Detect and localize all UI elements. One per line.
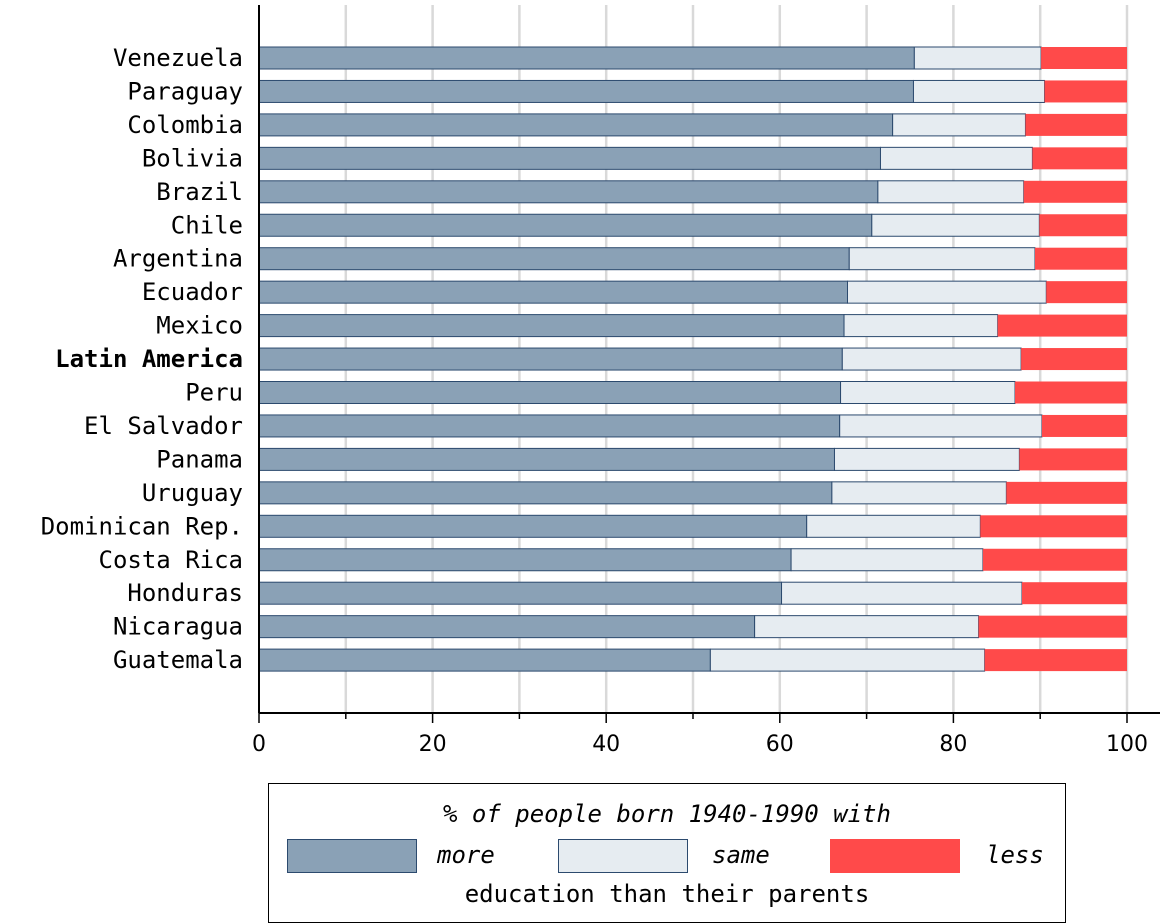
- bar-more-bolivia: [258, 146, 881, 170]
- bar-less-costa-rica: [982, 548, 1127, 571]
- bar-more-el-salvador: [258, 414, 841, 438]
- legend-title: % of people born 1940-1990 with: [443, 800, 891, 828]
- category-label: Ecuador: [142, 278, 243, 306]
- bar-more-venezuela: [258, 46, 915, 70]
- bar-more-mexico: [258, 314, 845, 338]
- legend: % of people born 1940-1990 with more sam…: [268, 783, 1066, 923]
- legend-label-more: more: [437, 841, 495, 869]
- x-tick-label: 100: [1106, 732, 1148, 757]
- bar-same-latin-america: [841, 347, 1022, 371]
- bar-less-latin-america: [1021, 348, 1127, 371]
- x-tick-label: 0: [252, 732, 266, 757]
- category-label: Dominican Rep.: [41, 512, 243, 540]
- bar-more-paraguay: [258, 79, 914, 103]
- bar-less-ecuador: [1046, 281, 1127, 304]
- category-labels: Venezuela Paraguay Colombia Bolivia Brazil Ch…: [41, 44, 243, 674]
- bar-less-mexico: [997, 314, 1127, 337]
- bar-same-peru: [840, 381, 1016, 404]
- bar-more-panama: [258, 447, 835, 471]
- legend-label-less: less: [986, 841, 1044, 869]
- bar-more-costa-rica: [258, 548, 792, 572]
- bar-same-nicaragua: [754, 615, 980, 639]
- bar-less-nicaragua: [978, 615, 1127, 638]
- x-tick-label: 40: [592, 732, 620, 757]
- legend-swatch-less: [830, 839, 960, 873]
- category-label: Guatemala: [113, 646, 243, 674]
- x-tick-label: 60: [766, 732, 794, 757]
- bar-same-guatemala: [709, 648, 986, 672]
- category-label: Paraguay: [127, 77, 243, 105]
- x-axis: 0 20 40 60 80 100: [252, 5, 1160, 757]
- bar-more-uruguay: [258, 481, 833, 505]
- legend-label-same: same: [712, 841, 770, 869]
- category-label: El Salvador: [84, 412, 243, 440]
- bar-same-ecuador: [847, 280, 1047, 304]
- x-tick-label: 20: [419, 732, 447, 757]
- bar-more-argentina: [258, 247, 850, 271]
- legend-swatch-same: [558, 839, 688, 873]
- bar-less-peru: [1015, 381, 1127, 404]
- bar-more-colombia: [258, 113, 894, 137]
- bar-same-chile: [871, 213, 1040, 237]
- bar-less-bolivia: [1032, 147, 1127, 170]
- bar-more-guatemala: [258, 648, 711, 672]
- legend-footer: education than their parents: [464, 880, 870, 908]
- bar-more-latin-america: [258, 347, 843, 371]
- bar-same-dominican-rep: [806, 514, 981, 538]
- bar-less-uruguay: [1006, 481, 1127, 504]
- bar-same-argentina: [848, 247, 1036, 271]
- bar-more-nicaragua: [258, 615, 756, 639]
- bar-less-el-salvador: [1041, 414, 1127, 437]
- bar-less-venezuela: [1041, 47, 1127, 69]
- category-label: Mexico: [156, 312, 243, 340]
- legend-swatch-more: [287, 839, 417, 873]
- category-label: Panama: [156, 445, 243, 473]
- bar-less-colombia: [1025, 113, 1127, 136]
- category-label: Bolivia: [142, 144, 243, 172]
- bar-less-chile: [1039, 214, 1127, 237]
- category-label: Colombia: [127, 111, 243, 139]
- bar-same-honduras: [781, 581, 1023, 605]
- bar-less-argentina: [1034, 247, 1127, 270]
- bar-less-dominican-rep: [980, 515, 1127, 538]
- bars: [258, 46, 1127, 672]
- bar-more-peru: [258, 381, 842, 404]
- bar-same-paraguay: [912, 79, 1046, 103]
- bar-more-ecuador: [258, 280, 849, 304]
- bar-more-dominican-rep: [258, 514, 808, 538]
- bar-same-colombia: [892, 113, 1026, 137]
- bar-same-panama: [833, 447, 1020, 471]
- category-label: Honduras: [127, 579, 243, 607]
- x-tick-label: 80: [939, 732, 967, 757]
- bar-same-bolivia: [879, 146, 1033, 170]
- bar-same-brazil: [877, 180, 1025, 204]
- category-label: Chile: [171, 211, 243, 239]
- category-label: Venezuela: [113, 44, 243, 72]
- category-label: Nicaragua: [113, 613, 243, 641]
- bar-same-venezuela: [913, 46, 1042, 70]
- bar-less-paraguay: [1044, 80, 1127, 103]
- category-label: Costa Rica: [99, 546, 244, 574]
- bar-same-el-salvador: [839, 414, 1043, 438]
- bar-more-honduras: [258, 581, 783, 605]
- category-label: Peru: [185, 379, 243, 407]
- bar-less-honduras: [1021, 582, 1127, 605]
- category-label: Brazil: [156, 178, 243, 206]
- bar-more-brazil: [258, 180, 879, 204]
- category-label: Argentina: [113, 245, 243, 273]
- bar-less-brazil: [1023, 180, 1127, 203]
- bar-more-chile: [258, 213, 873, 237]
- bar-less-guatemala: [984, 649, 1127, 672]
- bar-same-uruguay: [831, 481, 1007, 505]
- category-label: Uruguay: [142, 479, 243, 507]
- bar-same-costa-rica: [790, 548, 984, 572]
- category-label: Latin America: [55, 345, 243, 373]
- bar-same-mexico: [843, 314, 999, 338]
- bar-less-panama: [1019, 448, 1127, 471]
